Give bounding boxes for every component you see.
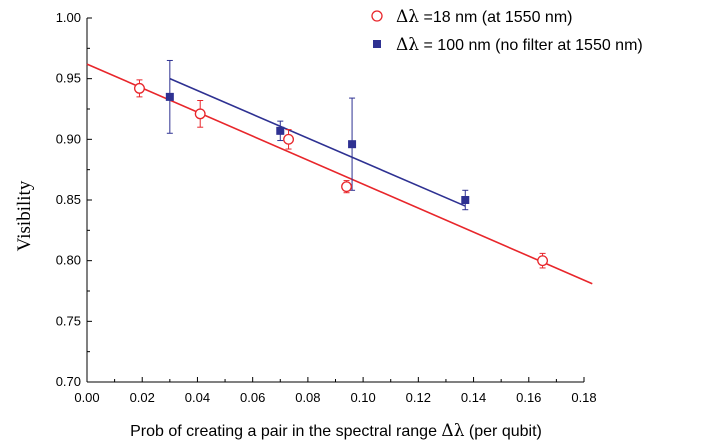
fit-lines bbox=[86, 63, 593, 285]
y-axis-label: Visibility bbox=[14, 180, 35, 251]
fit-line-series-1 bbox=[86, 63, 593, 285]
legend-label-series-1: Δλ =18 nm (at 1550 nm) bbox=[396, 7, 572, 27]
data-point-square bbox=[165, 92, 174, 101]
data-point-circle bbox=[341, 181, 352, 193]
data-point-circle bbox=[283, 133, 295, 145]
x-tick-label: 0.14 bbox=[461, 390, 486, 405]
data-point-circle bbox=[134, 82, 145, 94]
data-point-square bbox=[461, 196, 470, 204]
y-tick-label: 0.90 bbox=[56, 131, 81, 146]
data-markers bbox=[134, 82, 549, 267]
data-point-square bbox=[348, 140, 357, 149]
y-tick-label: 0.70 bbox=[56, 374, 81, 389]
data-point-circle bbox=[194, 108, 206, 120]
y-tick-label: 0.80 bbox=[56, 253, 81, 268]
axes: 0.70 0.75 0.80 0.85 0.90 0.95 1.00 0.00 0.02 0.04… bbox=[56, 10, 597, 405]
y-tick-label: 1.00 bbox=[56, 10, 81, 25]
legend-marker-open-circle bbox=[371, 10, 383, 22]
x-tick-label: 0.08 bbox=[295, 390, 320, 405]
x-tick-label: 0.12 bbox=[406, 390, 431, 405]
x-tick-label: 0.00 bbox=[74, 390, 99, 405]
legend: Δλ =18 nm (at 1550 nm) Δλ = 100 nm (no f… bbox=[371, 7, 643, 55]
data-point-square bbox=[276, 126, 285, 135]
x-tick-label: 0.16 bbox=[516, 390, 541, 405]
x-tick-label: 0.04 bbox=[185, 390, 210, 405]
y-tick-label: 0.85 bbox=[56, 192, 81, 207]
legend-marker-filled-square bbox=[373, 40, 381, 48]
x-tick-label: 0.18 bbox=[571, 390, 596, 405]
y-tick-label: 0.75 bbox=[56, 313, 81, 328]
data-point-circle bbox=[537, 255, 549, 267]
legend-label-series-2: Δλ = 100 nm (no filter at 1550 nm) bbox=[396, 35, 643, 55]
x-tick-label: 0.02 bbox=[130, 390, 155, 405]
x-tick-label: 0.10 bbox=[350, 390, 375, 405]
y-tick-label: 0.95 bbox=[56, 71, 81, 86]
fit-line-series-2 bbox=[169, 77, 466, 207]
x-tick-label: 0.06 bbox=[240, 390, 265, 405]
x-axis-label: Prob of creating a pair in the spectral … bbox=[130, 421, 542, 441]
